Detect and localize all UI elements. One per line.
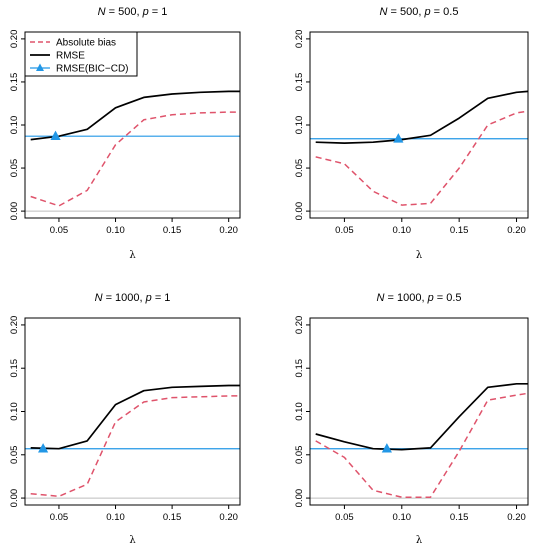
chart-title-part: = 0.5 bbox=[434, 292, 462, 304]
chart-title-part: = 500, bbox=[387, 6, 424, 18]
absolute-bias-line bbox=[315, 392, 529, 498]
x-tick-label: 0.15 bbox=[450, 225, 469, 236]
absolute-bias-line bbox=[30, 111, 240, 207]
y-tick-label: 0.05 bbox=[9, 159, 20, 178]
y-tick-label: 0.05 bbox=[294, 446, 305, 465]
rmse-bic-cd-marker bbox=[50, 130, 61, 140]
chart-title-part: p bbox=[145, 292, 152, 304]
chart-title: N = 500, p = 1 bbox=[98, 6, 168, 18]
chart-panel-2: N = 500, p = 0.5 0.05 0.10 0.15 0.20 0.00 0.05… bbox=[294, 6, 529, 261]
x-tick-label: 0.10 bbox=[393, 225, 412, 236]
x-tick-label: 0.10 bbox=[106, 225, 125, 236]
chart-title-part: N bbox=[98, 6, 106, 18]
y-tick-label: 0.00 bbox=[294, 202, 305, 221]
absolute-bias-line bbox=[315, 110, 529, 206]
plot-frame bbox=[24, 317, 241, 506]
x-axis-label: λ bbox=[416, 535, 423, 546]
chart-panel-1: N = 500, p = 1 0.05 0.10 0.15 0.20 0.00 0.05 0.… bbox=[9, 6, 241, 261]
x-tick-label: 0.15 bbox=[450, 512, 469, 523]
y-tick-label: 0.10 bbox=[9, 402, 20, 421]
rmse-line bbox=[30, 384, 240, 450]
rmse-bic-cd-marker bbox=[393, 133, 404, 143]
y-tick-label: 0.15 bbox=[294, 73, 305, 92]
chart-title: N = 1000, p = 0.5 bbox=[376, 292, 461, 304]
x-tick-label: 0.20 bbox=[219, 225, 238, 236]
chart-panel-4: N = 1000, p = 0.5 0.05 0.10 0.15 0.20 0.00 0.0… bbox=[294, 292, 529, 546]
y-tick-label: 0.10 bbox=[294, 116, 305, 135]
x-tick-label: 0.05 bbox=[50, 225, 69, 236]
x-tick-label: 0.10 bbox=[106, 512, 125, 523]
chart-title-part: = 1 bbox=[152, 292, 171, 304]
y-tick-label: 0.00 bbox=[9, 202, 20, 221]
x-tick-label: 0.20 bbox=[507, 225, 526, 236]
chart-title: N = 1000, p = 1 bbox=[95, 292, 171, 304]
x-tick-label: 0.20 bbox=[219, 512, 238, 523]
rmse-bic-cd-marker bbox=[38, 443, 49, 453]
legend-label: RMSE(BIC−CD) bbox=[56, 64, 129, 75]
x-tick-label: 0.10 bbox=[393, 512, 412, 523]
y-tick-label: 0.05 bbox=[294, 159, 305, 178]
chart-title-part: N bbox=[95, 292, 103, 304]
y-tick-label: 0.00 bbox=[294, 489, 305, 508]
legend-label: Absolute bias bbox=[56, 38, 116, 49]
chart-panel-3: N = 1000, p = 1 0.05 0.10 0.15 0.20 0.00 0.05 0… bbox=[9, 292, 241, 546]
chart-title-part: = 500, bbox=[106, 6, 143, 18]
x-tick-label: 0.15 bbox=[163, 512, 182, 523]
plot-frame bbox=[309, 31, 529, 219]
y-tick-label: 0.20 bbox=[9, 316, 20, 335]
absolute-bias-line bbox=[30, 395, 240, 498]
chart-title-part: = 0.5 bbox=[431, 6, 459, 18]
legend: Absolute bias RMSE RMSE(BIC−CD) bbox=[24, 31, 138, 77]
y-tick-label: 0.00 bbox=[9, 489, 20, 508]
rmse-line bbox=[315, 90, 529, 144]
x-tick-label: 0.05 bbox=[335, 512, 354, 523]
y-tick-label: 0.20 bbox=[294, 30, 305, 49]
chart-title-part: = 1 bbox=[149, 6, 168, 18]
x-axis-label: λ bbox=[129, 250, 136, 261]
y-tick-label: 0.10 bbox=[294, 402, 305, 421]
y-tick-label: 0.15 bbox=[294, 359, 305, 378]
chart-title-part: = 1000, bbox=[384, 292, 427, 304]
chart-title-part: N bbox=[380, 6, 388, 18]
rmse-bic-cd-marker bbox=[381, 443, 392, 453]
x-tick-label: 0.05 bbox=[50, 512, 69, 523]
x-tick-label: 0.20 bbox=[507, 512, 526, 523]
legend-box bbox=[24, 31, 138, 77]
y-tick-label: 0.10 bbox=[9, 116, 20, 135]
y-tick-label: 0.20 bbox=[294, 316, 305, 335]
legend-marker-triangle bbox=[36, 63, 44, 71]
chart-title-part: p bbox=[424, 6, 431, 18]
chart-title-part: p bbox=[142, 6, 149, 18]
y-tick-label: 0.05 bbox=[9, 446, 20, 465]
legend-label: RMSE bbox=[56, 51, 85, 62]
y-tick-label: 0.20 bbox=[9, 30, 20, 49]
chart-title-part: N bbox=[376, 292, 384, 304]
y-tick-label: 0.15 bbox=[9, 359, 20, 378]
x-axis-label: λ bbox=[129, 535, 136, 546]
x-tick-label: 0.15 bbox=[163, 225, 182, 236]
chart-title: N = 500, p = 0.5 bbox=[380, 6, 459, 18]
x-tick-label: 0.05 bbox=[335, 225, 354, 236]
plot-frame bbox=[309, 317, 529, 506]
chart-title-part: p bbox=[427, 292, 434, 304]
chart-title-part: = 1000, bbox=[103, 292, 146, 304]
rmse-line bbox=[30, 90, 240, 141]
x-axis-label: λ bbox=[416, 250, 423, 261]
y-tick-label: 0.15 bbox=[9, 73, 20, 92]
rmse-line bbox=[315, 382, 528, 451]
